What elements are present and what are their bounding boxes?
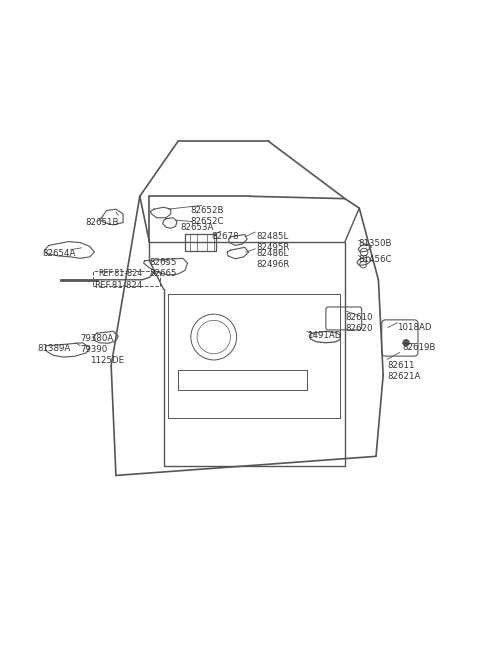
Text: 82651B: 82651B [85, 217, 119, 227]
Text: 82486L
82496R: 82486L 82496R [257, 249, 290, 269]
Text: 81350B: 81350B [359, 239, 392, 248]
Text: REF.81-824: REF.81-824 [95, 281, 143, 290]
Text: 82619B: 82619B [402, 343, 436, 352]
Text: 82652B
82652C: 82652B 82652C [190, 206, 223, 226]
Text: 82678: 82678 [211, 232, 239, 241]
Text: 1018AD: 1018AD [397, 323, 432, 331]
Text: 82655
82665: 82655 82665 [149, 258, 177, 278]
Text: 82610
82620: 82610 82620 [345, 313, 372, 333]
Text: 82654A: 82654A [42, 249, 75, 258]
Text: 1125DE: 1125DE [90, 356, 124, 365]
Text: 79380A
79390: 79380A 79390 [80, 333, 113, 354]
Text: 1491AD: 1491AD [307, 331, 341, 341]
Circle shape [403, 339, 409, 346]
Text: 81389A: 81389A [37, 345, 71, 353]
Text: 82611
82621A: 82611 82621A [387, 361, 420, 381]
Text: REF.81-824: REF.81-824 [98, 269, 143, 278]
Text: 82485L
82495R: 82485L 82495R [257, 232, 290, 252]
Text: 81456C: 81456C [359, 255, 392, 265]
Text: 82653A: 82653A [180, 223, 214, 231]
